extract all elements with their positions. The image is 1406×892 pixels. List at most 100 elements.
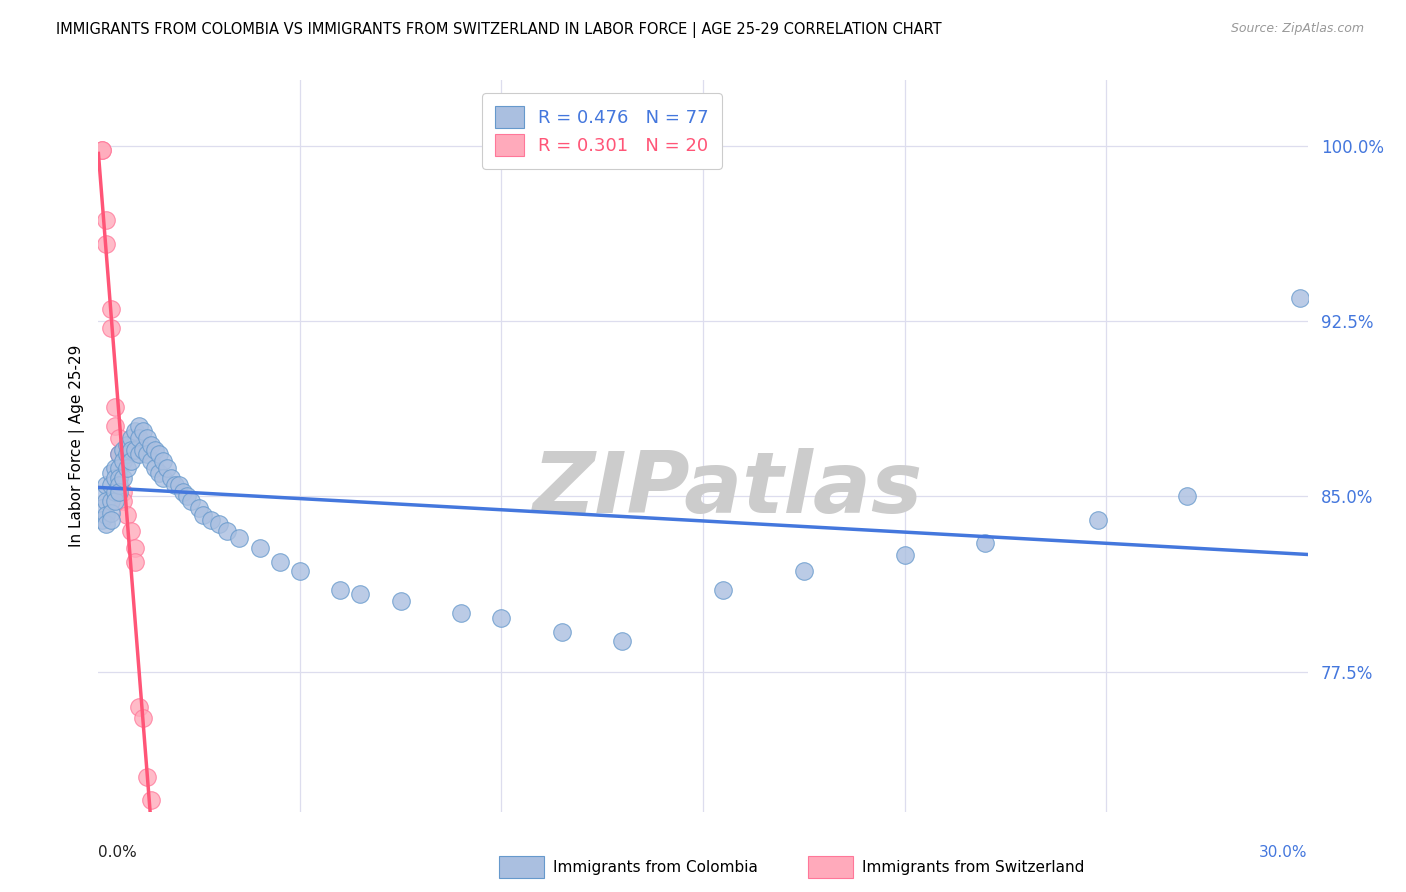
Point	[103, 401, 125, 415]
Point	[120, 524, 142, 539]
Point	[491, 611, 513, 625]
Text: IMMIGRANTS FROM COLOMBIA VS IMMIGRANTS FROM SWITZERLAND IN LABOR FORCE | AGE 25-: IMMIGRANTS FROM COLOMBIA VS IMMIGRANTS F…	[56, 22, 942, 38]
Point	[793, 564, 815, 578]
Point	[124, 555, 146, 569]
Point	[152, 454, 174, 468]
Point	[96, 494, 118, 508]
Point	[96, 508, 118, 522]
Point	[128, 431, 150, 445]
Text: Immigrants from Colombia: Immigrants from Colombia	[553, 860, 758, 874]
Point	[91, 513, 114, 527]
Point	[152, 470, 174, 484]
Point	[103, 461, 125, 475]
Text: 0.0%: 0.0%	[98, 845, 138, 860]
Y-axis label: In Labor Force | Age 25-29: In Labor Force | Age 25-29	[69, 345, 84, 547]
Point	[148, 447, 170, 461]
Point	[111, 494, 134, 508]
Point	[100, 477, 122, 491]
Point	[124, 541, 146, 555]
Point	[115, 508, 138, 522]
Point	[107, 431, 129, 445]
Point	[163, 477, 186, 491]
Point	[180, 494, 202, 508]
Point	[551, 624, 574, 639]
Point	[128, 699, 150, 714]
Point	[132, 424, 155, 438]
Point	[208, 517, 231, 532]
Point	[148, 466, 170, 480]
Point	[111, 484, 134, 499]
Point	[111, 470, 134, 484]
Point	[107, 461, 129, 475]
Point	[100, 494, 122, 508]
Point	[139, 438, 162, 452]
Point	[111, 454, 134, 468]
Point	[103, 470, 125, 484]
Point	[288, 564, 311, 578]
Point	[91, 500, 114, 515]
Point	[612, 634, 634, 648]
Point	[160, 470, 183, 484]
Point	[115, 461, 138, 475]
Point	[176, 489, 198, 503]
Point	[100, 506, 122, 520]
Text: ZIPatlas: ZIPatlas	[531, 449, 922, 532]
Point	[193, 508, 215, 522]
Point	[107, 470, 129, 484]
Point	[349, 587, 371, 601]
Point	[107, 447, 129, 461]
Point	[143, 461, 166, 475]
Point	[120, 442, 142, 457]
Point	[111, 442, 134, 457]
Point	[103, 419, 125, 434]
Point	[132, 442, 155, 457]
Point	[96, 213, 118, 227]
Point	[172, 484, 194, 499]
Point	[96, 236, 118, 251]
Point	[156, 461, 179, 475]
Point	[100, 321, 122, 335]
Point	[107, 484, 129, 499]
Point	[128, 447, 150, 461]
Point	[96, 517, 118, 532]
Point	[120, 431, 142, 445]
Point	[143, 442, 166, 457]
Text: 30.0%: 30.0%	[1260, 845, 1308, 860]
Point	[188, 500, 211, 515]
Point	[107, 477, 129, 491]
Text: Immigrants from Switzerland: Immigrants from Switzerland	[862, 860, 1084, 874]
Point	[132, 711, 155, 725]
Point	[96, 477, 118, 491]
Point	[1288, 291, 1310, 305]
Point	[217, 524, 239, 539]
Point	[91, 144, 114, 158]
Point	[103, 494, 125, 508]
Point	[124, 424, 146, 438]
Legend: R = 0.476   N = 77, R = 0.301   N = 20: R = 0.476 N = 77, R = 0.301 N = 20	[482, 93, 721, 169]
Point	[228, 531, 250, 545]
Point	[389, 594, 412, 608]
Point	[115, 447, 138, 461]
Point	[115, 438, 138, 452]
Point	[450, 606, 472, 620]
Point	[135, 431, 157, 445]
Point	[893, 548, 915, 562]
Point	[100, 466, 122, 480]
Point	[135, 770, 157, 784]
Point	[974, 536, 997, 550]
Point	[139, 454, 162, 468]
Point	[269, 555, 291, 569]
Point	[100, 302, 122, 317]
Point	[249, 541, 271, 555]
Point	[139, 793, 162, 807]
Point	[100, 513, 122, 527]
Point	[103, 484, 125, 499]
Point	[128, 419, 150, 434]
Point	[107, 447, 129, 461]
Point	[329, 582, 352, 597]
Point	[167, 477, 190, 491]
Point	[1175, 489, 1198, 503]
Point	[91, 144, 114, 158]
Point	[120, 454, 142, 468]
Point	[135, 447, 157, 461]
